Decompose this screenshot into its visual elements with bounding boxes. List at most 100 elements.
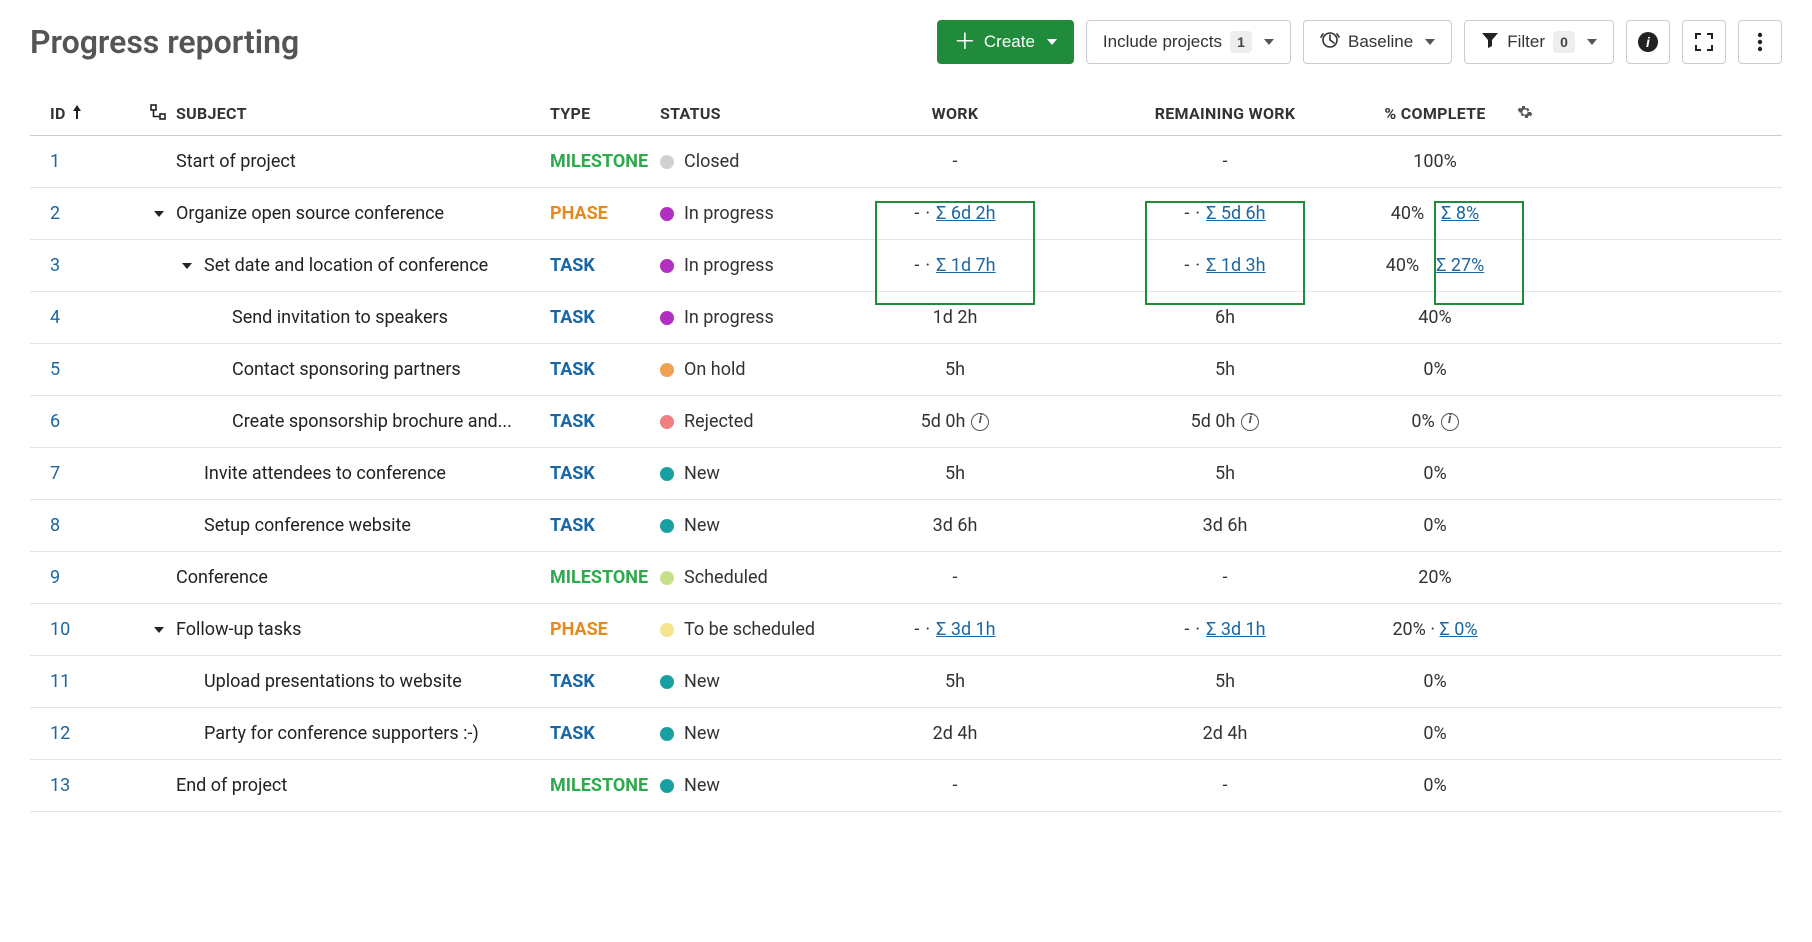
wp-remaining: 5h [1090, 463, 1360, 484]
status-label: In progress [684, 255, 774, 276]
wp-id-link[interactable]: 2 [50, 203, 60, 224]
wp-subject: Invite attendees to conference [204, 463, 446, 484]
remaining-value: 5h [1215, 359, 1235, 380]
configure-columns-button[interactable] [1510, 104, 1540, 124]
wp-subject: Set date and location of conference [204, 255, 488, 276]
wp-type: TASK [550, 359, 660, 380]
column-header-id[interactable]: ID [30, 104, 150, 123]
remaining-value: 5h [1215, 463, 1235, 484]
sigma-link[interactable]: Σ 0% [1440, 619, 1478, 640]
status-label: Scheduled [684, 567, 768, 588]
wp-type: TASK [550, 515, 660, 536]
sigma-link[interactable]: Σ 8% [1441, 203, 1479, 224]
table-row[interactable]: 1Start of projectMILESTONE Closed--100% [30, 136, 1782, 188]
info-icon[interactable] [971, 413, 989, 431]
wp-type: MILESTONE [550, 567, 660, 588]
expand-toggle[interactable] [150, 208, 168, 220]
status-label: New [684, 463, 720, 484]
wp-type: PHASE [550, 619, 660, 640]
sigma-link[interactable]: Σ 6d 2h [936, 203, 996, 224]
info-icon[interactable] [1241, 413, 1259, 431]
table-row[interactable]: 9ConferenceMILESTONE Scheduled--20% [30, 552, 1782, 604]
wp-id-link[interactable]: 1 [50, 151, 60, 172]
wp-id-link[interactable]: 7 [50, 463, 60, 484]
caret-down-icon [1587, 39, 1597, 45]
wp-remaining: - · Σ 1d 3h [1090, 255, 1360, 276]
remaining-value: - [1223, 775, 1228, 796]
include-projects-button[interactable]: Include projects 1 [1086, 20, 1291, 64]
table-row[interactable]: 13End of projectMILESTONE New--0% [30, 760, 1782, 812]
expand-toggle[interactable] [150, 624, 168, 636]
status-label: New [684, 723, 720, 744]
status-label: Closed [684, 151, 739, 172]
wp-id-link[interactable]: 11 [50, 671, 70, 692]
wp-id-link[interactable]: 3 [50, 255, 60, 276]
table-row[interactable]: 3 Set date and location of conferenceTAS… [30, 240, 1782, 292]
wp-status: New [660, 671, 820, 692]
table-row[interactable]: 5Contact sponsoring partnersTASK On hold… [30, 344, 1782, 396]
sigma-link[interactable]: Σ 5d 6h [1206, 203, 1266, 224]
caret-down-icon [1264, 39, 1274, 45]
column-header-work[interactable]: WORK [820, 104, 1090, 123]
column-header-type[interactable]: TYPE [550, 104, 660, 123]
info-button[interactable]: i [1626, 20, 1670, 64]
table-row[interactable]: 8Setup conference websiteTASK New3d 6h3d… [30, 500, 1782, 552]
info-icon[interactable] [1441, 413, 1459, 431]
expand-toggle[interactable] [178, 260, 196, 272]
wp-subject: Send invitation to speakers [232, 307, 448, 328]
table-body: 1Start of projectMILESTONE Closed--100%2… [30, 136, 1782, 812]
wp-id-link[interactable]: 6 [50, 411, 60, 432]
status-label: New [684, 775, 720, 796]
wp-work: - · Σ 6d 2h [820, 203, 1090, 224]
remaining-value: 2d 4h [1203, 723, 1248, 744]
wp-id-link[interactable]: 12 [50, 723, 70, 744]
wp-id-link[interactable]: 4 [50, 307, 60, 328]
wp-work: 2d 4h [820, 723, 1090, 744]
column-header-subject[interactable]: SUBJECT [150, 104, 550, 124]
table-row[interactable]: 6Create sponsorship brochure and...TASK … [30, 396, 1782, 448]
work-value: 1d 2h [933, 307, 978, 328]
wp-id-link[interactable]: 13 [50, 775, 70, 796]
wp-subject: End of project [176, 775, 287, 796]
sigma-link[interactable]: Σ 3d 1h [1206, 619, 1266, 640]
wp-id-link[interactable]: 8 [50, 515, 60, 536]
wp-id-link[interactable]: 10 [50, 619, 70, 640]
remaining-value: 3d 6h [1203, 515, 1248, 536]
more-button[interactable] [1738, 20, 1782, 64]
table-row[interactable]: 12Party for conference supporters :-)TAS… [30, 708, 1782, 760]
sigma-link[interactable]: Σ 1d 7h [936, 255, 996, 276]
status-label: New [684, 671, 720, 692]
work-packages-table: ID SUBJECT TYPE STATUS WORK REMAINING WO… [30, 92, 1782, 812]
filter-count: 0 [1553, 31, 1575, 53]
table-row[interactable]: 10 Follow-up tasksPHASE To be scheduled-… [30, 604, 1782, 656]
include-projects-count: 1 [1230, 31, 1252, 53]
wp-subject: Create sponsorship brochure and... [232, 411, 512, 432]
create-button[interactable]: ＋ Create [937, 20, 1074, 64]
table-row[interactable]: 2 Organize open source conferencePHASE I… [30, 188, 1782, 240]
sigma-link[interactable]: Σ 1d 3h [1206, 255, 1266, 276]
column-header-status[interactable]: STATUS [660, 104, 820, 123]
sigma-link[interactable]: Σ 3d 1h [936, 619, 996, 640]
remaining-value: 5h [1215, 671, 1235, 692]
column-header-remaining[interactable]: REMAINING WORK [1090, 104, 1360, 123]
baseline-button[interactable]: Baseline [1303, 20, 1452, 64]
table-row[interactable]: 11Upload presentations to websiteTASK Ne… [30, 656, 1782, 708]
remaining-value: - [1223, 151, 1228, 172]
pct-value: 0% [1423, 515, 1446, 536]
wp-remaining: 5h [1090, 359, 1360, 380]
table-row[interactable]: 7Invite attendees to conferenceTASK New5… [30, 448, 1782, 500]
wp-id-link[interactable]: 9 [50, 567, 60, 588]
status-dot-icon [660, 363, 674, 377]
wp-id-link[interactable]: 5 [50, 359, 60, 380]
filter-button[interactable]: Filter 0 [1464, 20, 1614, 64]
wp-work: 5h [820, 463, 1090, 484]
column-header-pct[interactable]: % COMPLETE [1360, 104, 1510, 123]
wp-pct-complete: 100% [1360, 151, 1510, 172]
pct-value: 20% [1418, 567, 1451, 588]
fullscreen-button[interactable] [1682, 20, 1726, 64]
wp-status: Closed [660, 151, 820, 172]
sigma-link[interactable]: Σ 27% [1436, 255, 1484, 276]
pct-value: 0% [1423, 671, 1446, 692]
column-header-id-label: ID [50, 104, 66, 123]
table-row[interactable]: 4Send invitation to speakersTASK In prog… [30, 292, 1782, 344]
